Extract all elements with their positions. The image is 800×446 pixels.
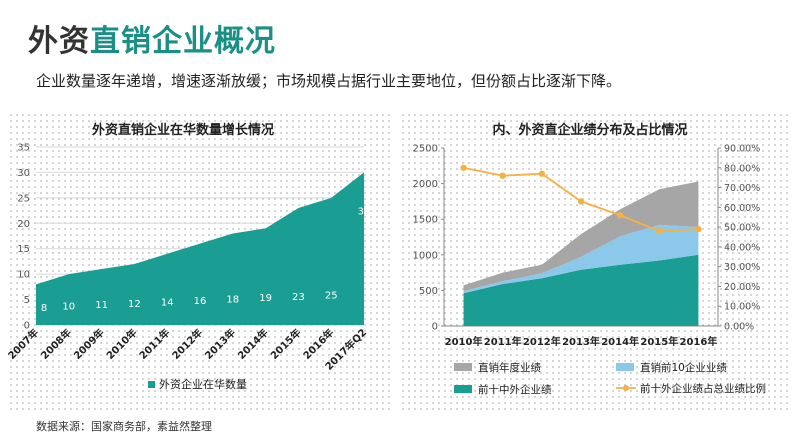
- chart-title: 外资直销企业在华数量增长情况: [91, 122, 274, 138]
- page-subtitle: 企业数量逐年递增，增速逐渐放缓；市场规模占据行业主要地位，但份额占比逐渐下降。: [36, 72, 622, 90]
- data-label: 19: [259, 293, 272, 304]
- right-y-tick-label: 80.00%: [724, 163, 760, 174]
- x-tick-label: 2016年: [680, 335, 718, 348]
- y-tick-label: 20: [17, 219, 30, 230]
- right-y-tick-label: 70.00%: [724, 183, 760, 194]
- right-y-tick-label: 90.00%: [724, 144, 760, 155]
- x-tick-label: 2015年: [640, 335, 678, 348]
- legend-label-share-ratio: 前十外企业绩占总业绩比例: [640, 382, 766, 395]
- data-label: 23: [292, 292, 305, 303]
- y-tick-label: 5: [24, 295, 30, 306]
- right-chart-panel: 内、外资直企业绩分布及占比情况 0 500 1000 1500 2000 2500 0.00%…: [400, 112, 792, 412]
- page-title-part2: 直销企业概况: [90, 24, 276, 59]
- company-count-chart: 外资直销企业在华数量增长情况 0 5 10 15 20 25 30 35 8 10 11 12 14 16 1…: [8, 122, 371, 391]
- right-y-tick-label: 20.00%: [724, 282, 760, 293]
- area-series-annual-total: [463, 181, 699, 292]
- right-y-tick-label: 60.00%: [724, 203, 760, 214]
- left-y-tick-label: 0: [432, 322, 438, 333]
- y-tick-label: 10: [17, 270, 30, 281]
- chart-title: 内、外资直企业绩分布及占比情况: [492, 122, 687, 138]
- line-point-share-ratio: [656, 227, 663, 235]
- page-title-part1: 外资: [28, 24, 90, 59]
- left-y-tick-label: 1000: [413, 250, 438, 261]
- data-label: 12: [128, 299, 141, 310]
- x-tick-label: 2011年: [484, 335, 522, 348]
- x-tick-label: 2011年: [136, 326, 172, 362]
- right-y-tick-label: 30.00%: [724, 262, 760, 273]
- data-label: 30: [358, 206, 371, 217]
- x-tick-label: 2014年: [601, 335, 639, 348]
- area-series-top10-foreign: [463, 254, 699, 326]
- left-y-tick-label: 2500: [413, 144, 438, 155]
- x-tick-label: 2012年: [169, 326, 205, 362]
- left-y-tick-label: 2000: [413, 179, 438, 190]
- legend-label-annual-total: 直销年度业绩: [478, 361, 541, 374]
- page-title: 外资直销企业概况: [28, 16, 276, 60]
- line-point-share-ratio: [577, 198, 585, 205]
- x-tick-label: 2009年: [71, 326, 107, 362]
- left-chart-panel: 外资直销企业在华数量增长情况 0 5 10 15 20 25 30 35 8 10 11 12 14 16 1…: [8, 112, 393, 412]
- x-tick-label: 2013年: [562, 335, 600, 348]
- performance-share-chart: 内、外资直企业绩分布及占比情况 0 500 1000 1500 2000 2500 0.00%…: [413, 122, 766, 396]
- legend-swatch-top10-direct: [616, 363, 634, 371]
- right-y-tick-label: 10.00%: [724, 302, 760, 313]
- legend-swatch-company-count: [148, 381, 155, 388]
- line-point-share-ratio: [499, 172, 506, 179]
- y-tick-label: 30: [17, 168, 30, 179]
- data-label: 25: [325, 290, 338, 301]
- y-tick-label: 25: [17, 193, 30, 204]
- x-tick-label: 2010年: [445, 335, 483, 348]
- legend-label-top10-direct: 直销前10企业业绩: [640, 361, 727, 374]
- data-label: 11: [95, 300, 108, 311]
- right-y-tick-label: 0.00%: [724, 322, 754, 333]
- legend-label-company-count: 外资企业在华数量: [159, 377, 247, 391]
- line-point-share-ratio: [695, 225, 702, 233]
- data-label: 8: [41, 303, 47, 314]
- x-tick-label: 2010年: [104, 326, 140, 362]
- y-tick-label: 15: [17, 244, 30, 255]
- line-point-share-ratio: [460, 164, 467, 171]
- data-label: 16: [194, 296, 207, 307]
- right-y-tick-label: 50.00%: [724, 223, 760, 234]
- x-tick-label: 2012年: [523, 335, 561, 348]
- data-label: 14: [161, 297, 174, 308]
- data-source-note: 数据来源：国家商务部，素益然整理: [36, 420, 212, 433]
- line-point-share-ratio: [616, 212, 624, 219]
- x-tick-label: 2013年: [202, 326, 238, 362]
- left-y-tick-label: 500: [419, 286, 438, 297]
- line-point-share-ratio: [538, 170, 546, 177]
- legend-label-top10-foreign: 前十中外企业绩: [478, 383, 552, 396]
- area-series-top10-direct: [463, 224, 699, 294]
- x-tick-label: 2014年: [235, 326, 271, 362]
- area-series-company-count: [36, 172, 364, 325]
- legend-swatch-annual-total: [454, 363, 472, 371]
- data-label: 18: [226, 295, 239, 306]
- right-y-tick-label: 40.00%: [724, 242, 760, 253]
- data-label: 10: [62, 302, 75, 313]
- y-tick-label: 0: [24, 321, 30, 332]
- y-tick-label: 35: [17, 143, 30, 154]
- legend-marker-share-ratio: [623, 385, 629, 391]
- x-tick-label: 2015年: [268, 326, 304, 362]
- legend-swatch-top10-foreign: [454, 385, 472, 393]
- left-y-tick-label: 1500: [413, 215, 438, 226]
- x-tick-label: 2008年: [38, 326, 74, 362]
